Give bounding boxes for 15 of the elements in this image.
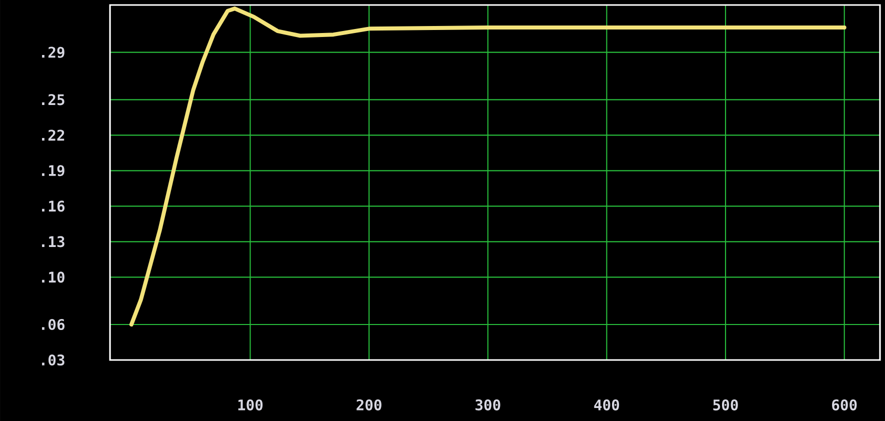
x-tick-label: 400 bbox=[594, 399, 620, 410]
x-tick-label: 100 bbox=[238, 399, 263, 410]
x-tick-label: 600 bbox=[832, 399, 857, 410]
y-tick-label: .19 bbox=[42, 165, 64, 176]
x-tick-label: 500 bbox=[713, 399, 738, 410]
x-tick-label: 300 bbox=[476, 399, 500, 410]
y-tick-label: .03 bbox=[42, 354, 64, 366]
x-tick-label: 200 bbox=[356, 399, 382, 410]
y-tick-label: .22 bbox=[42, 130, 64, 141]
y-tick-label: .06 bbox=[42, 318, 64, 330]
y-tick-label: .10 bbox=[42, 272, 64, 283]
y-tick-label: .13 bbox=[42, 236, 64, 248]
y-tick-label: .16 bbox=[42, 200, 64, 212]
y-tick-label: .29 bbox=[42, 46, 64, 58]
y-tick-label: .25 bbox=[42, 94, 64, 106]
